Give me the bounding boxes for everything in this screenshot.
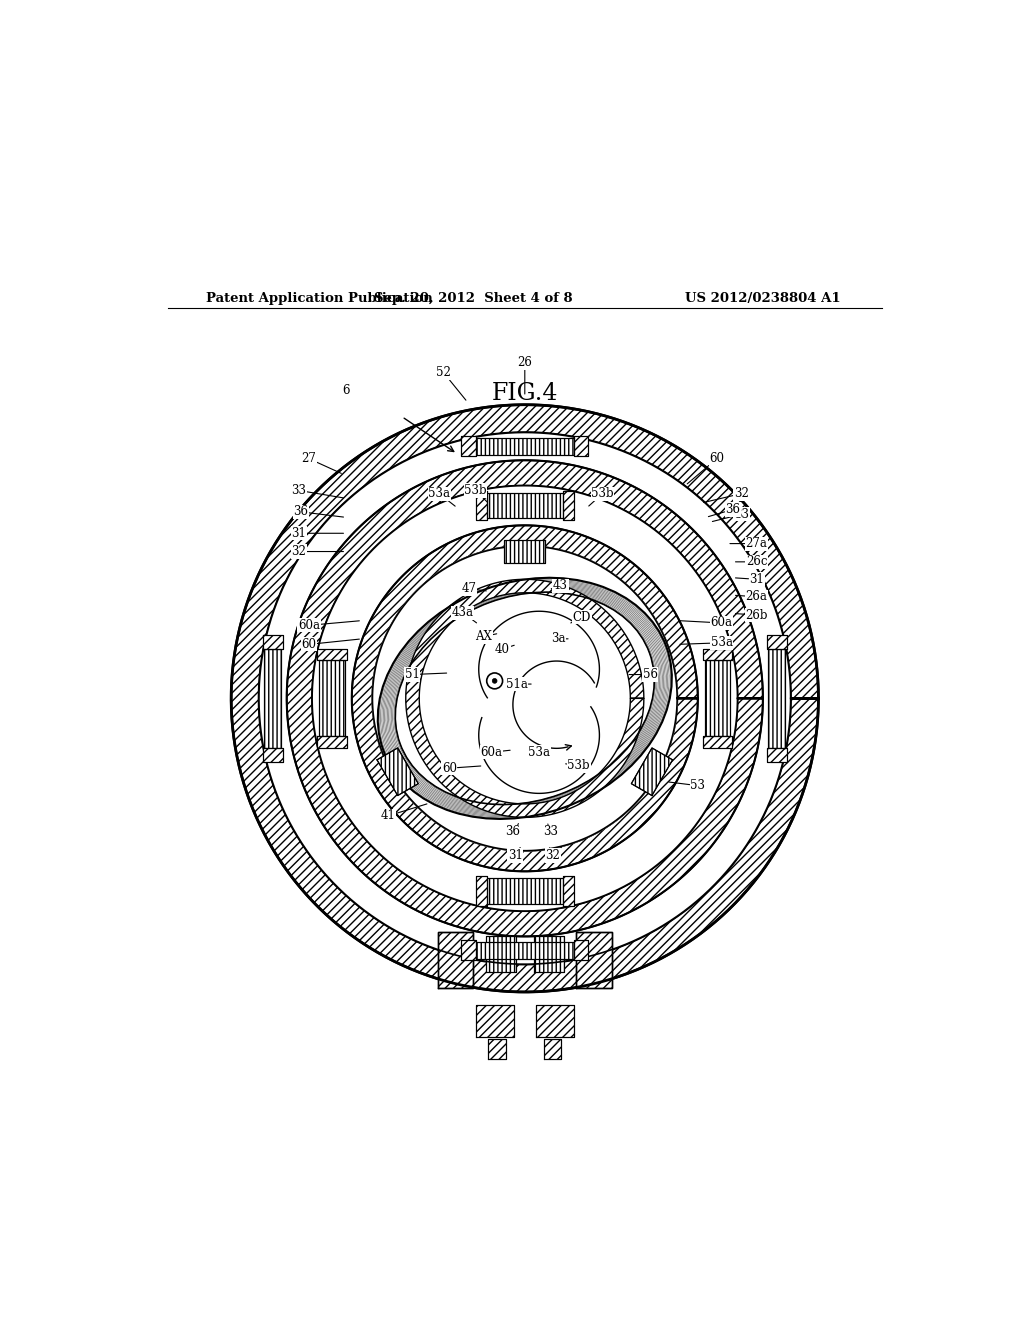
Text: 41: 41 bbox=[381, 804, 427, 822]
Text: Sep. 20, 2012  Sheet 4 of 8: Sep. 20, 2012 Sheet 4 of 8 bbox=[374, 292, 572, 305]
Text: 31: 31 bbox=[735, 573, 764, 586]
Polygon shape bbox=[461, 437, 475, 457]
Text: 53b: 53b bbox=[464, 484, 487, 502]
Polygon shape bbox=[563, 491, 574, 520]
Polygon shape bbox=[702, 649, 732, 660]
Text: 26c: 26c bbox=[735, 556, 767, 569]
Text: 26b: 26b bbox=[735, 609, 768, 622]
Text: 31: 31 bbox=[291, 527, 343, 540]
Polygon shape bbox=[475, 876, 486, 906]
Polygon shape bbox=[702, 737, 732, 747]
Polygon shape bbox=[475, 1006, 514, 1038]
Polygon shape bbox=[486, 878, 563, 904]
Polygon shape bbox=[767, 635, 786, 649]
Circle shape bbox=[373, 546, 677, 850]
Circle shape bbox=[418, 591, 632, 805]
Polygon shape bbox=[536, 1006, 574, 1038]
Polygon shape bbox=[317, 737, 347, 747]
Polygon shape bbox=[461, 940, 475, 960]
Text: 60a: 60a bbox=[298, 619, 359, 632]
Text: Patent Application Publication: Patent Application Publication bbox=[206, 292, 432, 305]
Text: 33: 33 bbox=[543, 824, 558, 838]
Text: CD: CD bbox=[570, 611, 591, 624]
Text: 60: 60 bbox=[687, 453, 724, 484]
Polygon shape bbox=[263, 635, 283, 649]
Text: 27a: 27a bbox=[730, 537, 767, 550]
Polygon shape bbox=[486, 936, 516, 972]
Polygon shape bbox=[437, 932, 473, 987]
Text: FIG.4: FIG.4 bbox=[492, 381, 558, 405]
Polygon shape bbox=[475, 941, 574, 958]
Polygon shape bbox=[475, 491, 486, 520]
Text: 31: 31 bbox=[508, 847, 522, 862]
Text: 51a: 51a bbox=[506, 677, 531, 690]
Text: 60: 60 bbox=[301, 638, 359, 651]
Text: 32: 32 bbox=[703, 487, 749, 503]
Text: 53: 53 bbox=[669, 779, 706, 792]
Text: 53b: 53b bbox=[565, 759, 590, 772]
Text: 51: 51 bbox=[404, 668, 446, 681]
Text: 60a: 60a bbox=[480, 746, 510, 759]
Polygon shape bbox=[488, 1039, 506, 1059]
Polygon shape bbox=[574, 437, 588, 457]
Polygon shape bbox=[544, 1039, 561, 1059]
Polygon shape bbox=[767, 747, 786, 762]
Text: 52: 52 bbox=[436, 367, 466, 400]
Circle shape bbox=[486, 673, 503, 689]
Text: 53a: 53a bbox=[528, 746, 550, 759]
Polygon shape bbox=[632, 748, 673, 796]
Polygon shape bbox=[475, 438, 574, 455]
Text: 47: 47 bbox=[462, 582, 486, 595]
Text: 3a: 3a bbox=[551, 632, 568, 645]
Text: 36: 36 bbox=[506, 824, 520, 838]
Polygon shape bbox=[504, 540, 546, 564]
Text: 40: 40 bbox=[495, 643, 514, 656]
Text: 33: 33 bbox=[291, 484, 343, 498]
Polygon shape bbox=[317, 649, 347, 660]
Text: 26: 26 bbox=[517, 356, 532, 393]
Polygon shape bbox=[705, 660, 730, 737]
Polygon shape bbox=[486, 492, 563, 519]
Polygon shape bbox=[768, 649, 785, 747]
Text: 36: 36 bbox=[294, 506, 343, 519]
Polygon shape bbox=[287, 461, 763, 936]
Text: 36: 36 bbox=[709, 503, 740, 516]
Polygon shape bbox=[577, 932, 612, 987]
Polygon shape bbox=[352, 525, 697, 871]
Text: 32: 32 bbox=[291, 545, 343, 558]
Text: 60: 60 bbox=[442, 762, 480, 775]
Text: 60a: 60a bbox=[680, 616, 732, 630]
Text: 26a: 26a bbox=[735, 590, 767, 603]
Polygon shape bbox=[534, 936, 563, 972]
Polygon shape bbox=[312, 486, 737, 911]
Text: US 2012/0238804 A1: US 2012/0238804 A1 bbox=[685, 292, 841, 305]
Text: AX: AX bbox=[475, 630, 497, 643]
Polygon shape bbox=[319, 660, 345, 737]
Text: 33: 33 bbox=[713, 508, 749, 521]
Text: 56: 56 bbox=[629, 668, 657, 681]
Polygon shape bbox=[406, 579, 644, 817]
Polygon shape bbox=[264, 649, 282, 747]
Text: 43: 43 bbox=[551, 579, 568, 593]
Text: 27: 27 bbox=[301, 453, 341, 474]
Polygon shape bbox=[563, 876, 574, 906]
Polygon shape bbox=[377, 748, 418, 796]
Polygon shape bbox=[263, 747, 283, 762]
Circle shape bbox=[493, 678, 497, 684]
Polygon shape bbox=[259, 433, 791, 964]
Text: 53a: 53a bbox=[428, 487, 455, 506]
Text: 53b: 53b bbox=[589, 487, 613, 506]
Text: 6: 6 bbox=[342, 384, 350, 397]
Polygon shape bbox=[574, 940, 588, 960]
Text: 43a: 43a bbox=[452, 606, 476, 623]
Polygon shape bbox=[231, 405, 818, 991]
Text: 32: 32 bbox=[545, 847, 560, 862]
Text: 53a: 53a bbox=[680, 636, 732, 649]
